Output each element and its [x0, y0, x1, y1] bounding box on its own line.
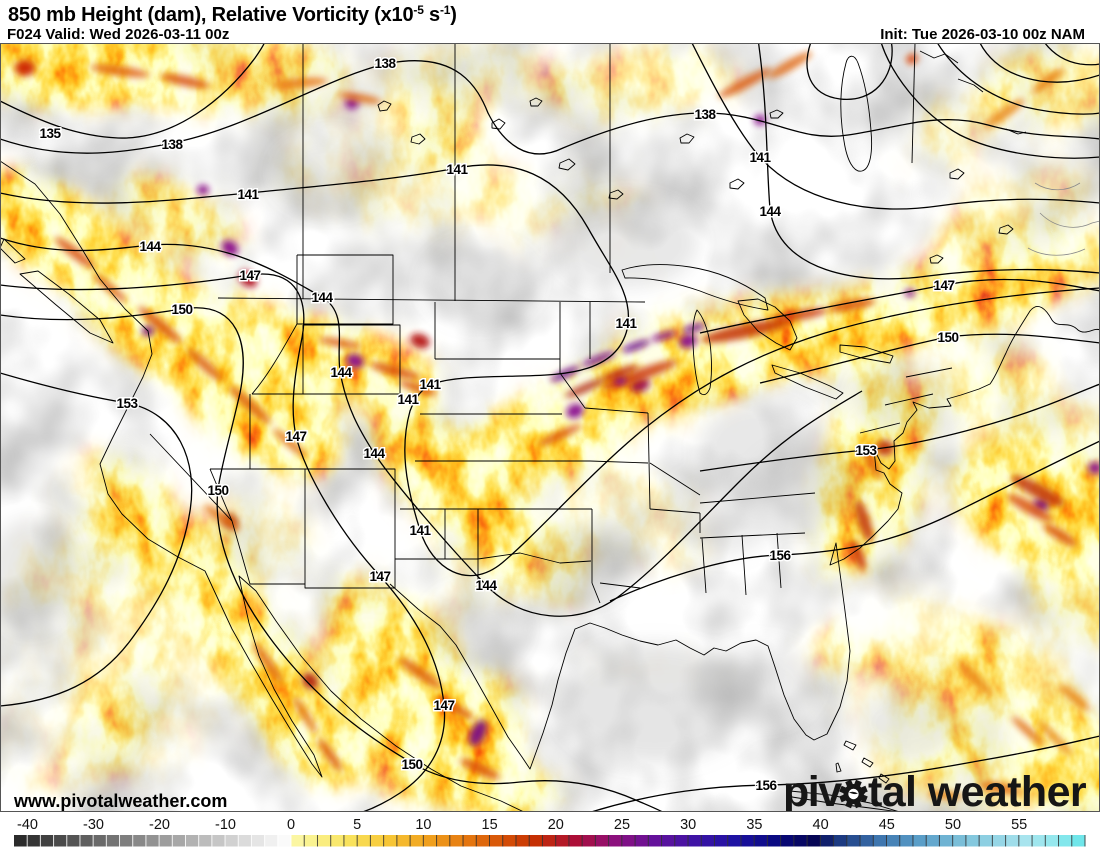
svg-text:141: 141 — [446, 162, 468, 177]
svg-text:141: 141 — [409, 523, 431, 538]
svg-text:141: 141 — [615, 316, 637, 331]
svg-text:144: 144 — [475, 578, 497, 593]
svg-text:144: 144 — [363, 446, 385, 461]
svg-text:piv: piv — [783, 768, 842, 812]
svg-text:135: 135 — [39, 126, 61, 141]
svg-text:141: 141 — [749, 150, 771, 165]
svg-text:144: 144 — [759, 204, 781, 219]
svg-text:147: 147 — [285, 429, 306, 444]
svg-text:144: 144 — [311, 290, 333, 305]
svg-text:141: 141 — [397, 392, 419, 407]
svg-text:150: 150 — [207, 483, 228, 498]
svg-text:156: 156 — [769, 548, 791, 563]
svg-text:150: 150 — [401, 757, 422, 772]
svg-text:144: 144 — [139, 239, 161, 254]
svg-text:141: 141 — [237, 187, 259, 202]
svg-text:138: 138 — [161, 137, 183, 152]
svg-text:147: 147 — [933, 278, 954, 293]
svg-text:153: 153 — [116, 396, 138, 411]
svg-text:147: 147 — [369, 569, 390, 584]
svg-text:tal weather: tal weather — [868, 768, 1087, 812]
svg-text:147: 147 — [433, 698, 454, 713]
svg-text:156: 156 — [755, 778, 777, 793]
svg-text:138: 138 — [374, 56, 396, 71]
svg-text:153: 153 — [855, 443, 877, 458]
svg-text:150: 150 — [171, 302, 192, 317]
svg-text:www.pivotalweather.com: www.pivotalweather.com — [13, 791, 227, 811]
svg-text:144: 144 — [330, 365, 352, 380]
svg-text:138: 138 — [694, 107, 716, 122]
svg-text:150: 150 — [937, 330, 958, 345]
svg-text:141: 141 — [419, 377, 441, 392]
svg-text:147: 147 — [239, 268, 260, 283]
